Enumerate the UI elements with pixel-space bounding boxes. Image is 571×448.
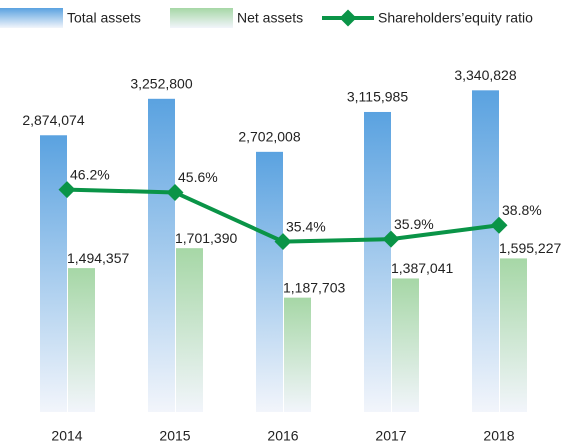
line-marker [382, 230, 400, 248]
data-label: 3,340,828 [454, 67, 516, 83]
legend-swatch [0, 8, 63, 28]
data-label: 35.4% [286, 218, 326, 234]
x-tick-label: 2016 [267, 428, 298, 444]
data-label: 1,387,041 [391, 260, 453, 276]
data-label: 3,252,800 [130, 76, 192, 92]
data-label: 35.9% [394, 216, 434, 232]
x-tick-label: 2015 [159, 428, 190, 444]
bar [284, 297, 311, 412]
data-label: 1,187,703 [283, 279, 345, 295]
bar [392, 278, 419, 412]
legend-label: Shareholders’equity ratio [378, 10, 533, 26]
bar [500, 258, 527, 412]
bar [256, 151, 283, 412]
data-label: 1,701,390 [175, 230, 237, 246]
x-tick-label: 2018 [483, 428, 514, 444]
line-marker [166, 183, 184, 201]
legend-label: Net assets [237, 10, 303, 26]
data-label: 2,874,074 [22, 112, 84, 128]
legend-label: Total assets [67, 10, 141, 26]
x-tick-label: 2014 [51, 428, 82, 444]
legend-marker [339, 9, 357, 27]
bar [176, 248, 203, 412]
bar [68, 268, 95, 412]
bar [472, 90, 499, 412]
line-marker [490, 216, 508, 234]
data-label: 1,494,357 [67, 250, 129, 266]
bar [40, 135, 67, 412]
data-label: 1,595,227 [499, 240, 561, 256]
data-label: 3,115,985 [347, 89, 408, 105]
data-label: 46.2% [70, 166, 110, 182]
data-label: 45.6% [178, 169, 218, 185]
legend-swatch [170, 8, 233, 28]
data-label: 38.8% [502, 202, 542, 218]
line-marker [274, 233, 292, 251]
bar [364, 111, 391, 412]
bar [148, 98, 175, 413]
data-label: 2,702,008 [238, 129, 300, 145]
x-tick-label: 2017 [375, 428, 406, 444]
